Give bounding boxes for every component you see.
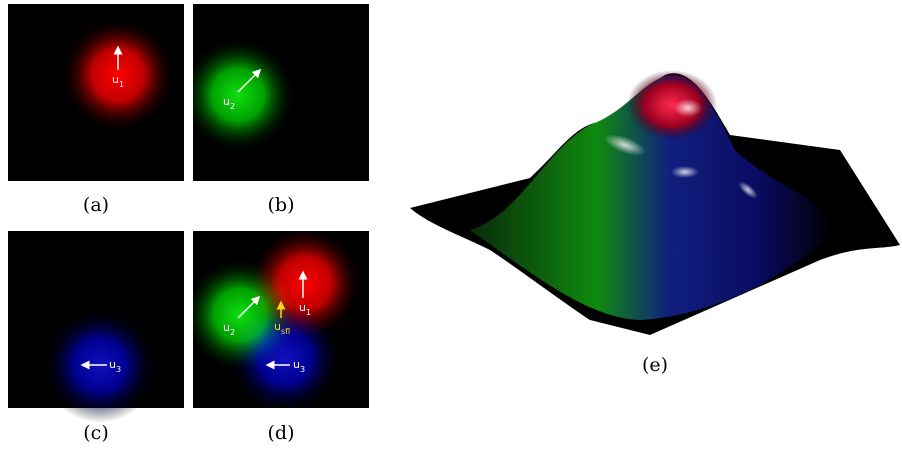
highlight [674, 99, 702, 117]
surface-plot [410, 70, 900, 335]
caption: (a) [83, 194, 109, 216]
highlight [671, 166, 699, 178]
caption: (c) [83, 422, 108, 444]
caption: (d) [268, 422, 295, 444]
green-blob [180, 37, 296, 153]
clip [180, 37, 296, 153]
caption: (e) [642, 354, 668, 376]
figure: u1 (a) u2 (b) u3 (c) u1 u2 u3 usfl (d) (… [0, 0, 902, 450]
red-peak [627, 70, 717, 140]
caption: (b) [268, 194, 295, 216]
blue-blob [227, 300, 343, 416]
